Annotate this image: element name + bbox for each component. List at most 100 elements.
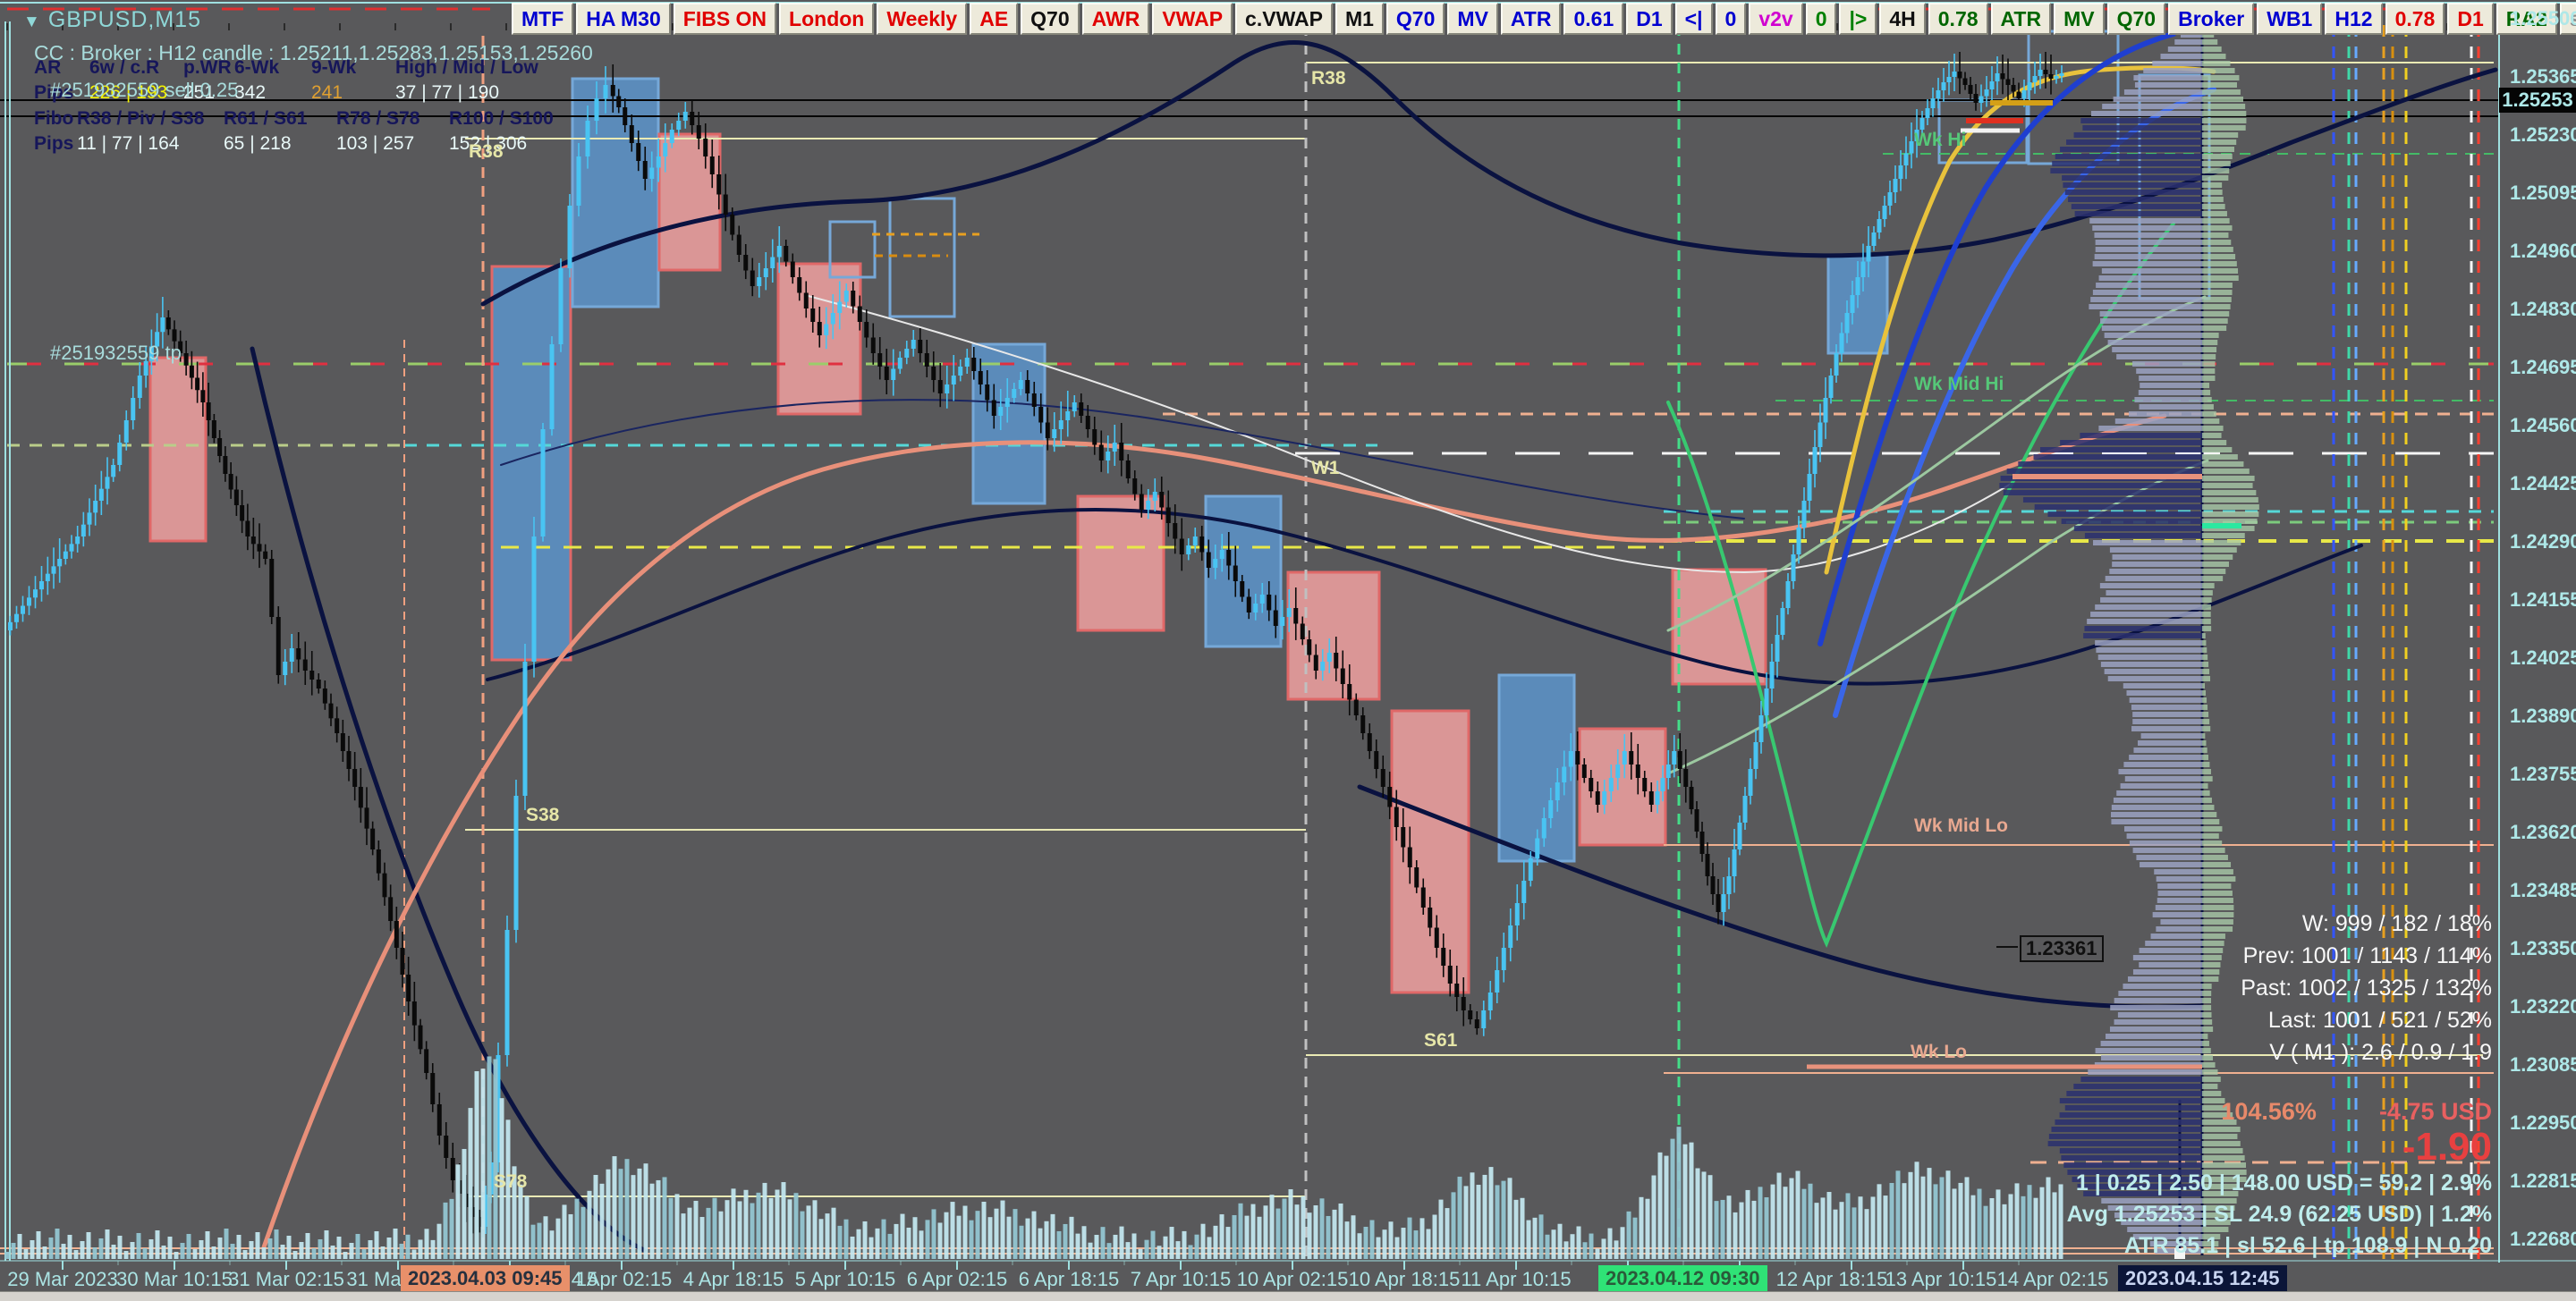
- toolbar-button-mv[interactable]: MV: [2054, 3, 2105, 35]
- toolbar-button-d1[interactable]: D1: [2447, 3, 2494, 35]
- volume-bar: [543, 1216, 548, 1259]
- volume-bar: [136, 1233, 141, 1259]
- toolbar-button-ae[interactable]: AE: [970, 3, 1019, 35]
- toolbar-button-wb1[interactable]: WB1: [2257, 3, 2323, 35]
- volume-bar: [61, 1244, 66, 1259]
- toolbar-button-atr[interactable]: ATR: [1500, 3, 1562, 35]
- candle-body: [1186, 545, 1191, 554]
- profile-bar-right: [2202, 1105, 2229, 1111]
- candle-body: [1340, 668, 1345, 684]
- symbol-title[interactable]: ▼ GBPUSD,M15: [23, 7, 201, 33]
- volume-bar: [856, 1229, 861, 1259]
- toolbar-button-h12[interactable]: H12: [2325, 3, 2383, 35]
- profile-bar-right: [2202, 125, 2246, 131]
- profile-bar-left: [2129, 411, 2202, 417]
- profile-bar-right: [2202, 991, 2212, 996]
- profile-bar-right: [2202, 1119, 2237, 1125]
- price-level-tag[interactable]: 1.23361: [2020, 935, 2104, 962]
- toolbar-button-awr[interactable]: AWR: [1081, 3, 1150, 35]
- volume-bar: [1614, 1240, 1619, 1259]
- profile-bar-left: [2084, 533, 2202, 538]
- toolbar-button-london[interactable]: London: [779, 3, 875, 35]
- profile-bar-right: [2202, 962, 2221, 967]
- profile-bar-left: [2134, 397, 2202, 402]
- toolbar-button-4h[interactable]: 4H: [1879, 3, 1926, 35]
- toolbar-button-atr[interactable]: ATR: [1990, 3, 2052, 35]
- toolbar-button-0-78[interactable]: 0.78: [1928, 3, 1988, 35]
- toolbar-button-0-78[interactable]: 0.78: [2385, 3, 2445, 35]
- candle-body: [87, 512, 92, 525]
- candle-body: [1665, 765, 1671, 778]
- profile-bar-right: [2202, 955, 2222, 960]
- toolbar-button-ha-m30[interactable]: HA M30: [576, 3, 671, 35]
- toolbar-button-weekly[interactable]: Weekly: [877, 3, 968, 35]
- candle-body: [27, 597, 31, 606]
- candle-body: [1595, 791, 1600, 805]
- volume-bar: [261, 1247, 267, 1259]
- panel-cell: Fibo: [34, 108, 74, 129]
- volume-bar: [975, 1211, 980, 1259]
- candle-body: [1139, 494, 1144, 510]
- toolbar-button-0[interactable]: 0: [1805, 3, 1837, 35]
- toolbar-button-v2v[interactable]: v2v: [1749, 3, 1803, 35]
- toolbar-button-broker[interactable]: Broker: [2168, 3, 2255, 35]
- chevron-down-icon[interactable]: ▼: [23, 13, 41, 31]
- candle-body: [2038, 70, 2043, 76]
- toolbar-button--[interactable]: <|: [1674, 3, 1713, 35]
- candle-body: [1689, 787, 1694, 809]
- toolbar-button-s-fix[interactable]: s.Fix: [2559, 3, 2576, 35]
- candle-body: [14, 613, 19, 622]
- volume-bar: [2052, 1192, 2057, 1259]
- volume-bar: [1313, 1205, 1318, 1259]
- toolbar-button-mv[interactable]: MV: [1447, 3, 1498, 35]
- volume-bar: [1225, 1227, 1231, 1259]
- candle-body: [2011, 85, 2016, 92]
- profile-bar-right: [2202, 798, 2212, 803]
- toolbar-button-c-vwap[interactable]: c.VWAP: [1235, 3, 1333, 35]
- profile-bar-right: [2202, 247, 2233, 252]
- toolbar-button-m1[interactable]: M1: [1335, 3, 1384, 35]
- profile-bar-left: [2132, 955, 2202, 960]
- profile-bar-right: [2202, 1234, 2221, 1239]
- profile-bar-right: [2202, 819, 2220, 824]
- profile-bar-left: [2160, 919, 2202, 925]
- volume-bar: [1344, 1221, 1350, 1259]
- candle-body: [245, 520, 250, 536]
- toolbar-button-fibs-on[interactable]: FIBS ON: [673, 3, 777, 35]
- toolbar-button-d1[interactable]: D1: [1626, 3, 1673, 35]
- volume-bar: [1194, 1234, 1199, 1259]
- toolbar-button--[interactable]: |>: [1839, 3, 1877, 35]
- toolbar-button-ra2[interactable]: RA2: [2496, 3, 2557, 35]
- toolbar-button-0-61[interactable]: 0.61: [1563, 3, 1624, 35]
- candle-body: [1919, 118, 1925, 130]
- candle-body: [1694, 809, 1699, 832]
- toolbar-button-vwap[interactable]: VWAP: [1152, 3, 1233, 35]
- candle-body: [370, 828, 376, 849]
- chart-label: Wk Lo: [1911, 1042, 1967, 1062]
- candle-body: [1259, 595, 1265, 604]
- toolbar-button-q70[interactable]: Q70: [2106, 3, 2166, 35]
- time-tick-label: 6 Apr 18:15: [1018, 1268, 1120, 1290]
- profile-bar-right: [2202, 934, 2225, 939]
- candle-body: [1240, 581, 1245, 597]
- volume-bar: [17, 1234, 22, 1259]
- volume-bar: [950, 1202, 955, 1259]
- candle-body: [309, 671, 315, 680]
- candle-body: [1581, 765, 1587, 778]
- profile-bar-left: [2006, 469, 2202, 474]
- drag-handle[interactable]: [2174, 1248, 2185, 1259]
- volume-bar: [1376, 1237, 1381, 1259]
- profile-bar-left: [2133, 75, 2202, 80]
- indicator-curve: [500, 399, 1745, 520]
- volume-bar: [1945, 1170, 1951, 1259]
- volume-bar: [98, 1238, 104, 1259]
- zone-box: [971, 342, 1046, 505]
- toolbar-button-mtf[interactable]: MTF: [512, 3, 574, 35]
- toolbar-button-q70[interactable]: Q70: [1021, 3, 1080, 35]
- volume-bar: [292, 1251, 298, 1259]
- volume-bar: [405, 1234, 411, 1259]
- toolbar-button-q70[interactable]: Q70: [1385, 3, 1445, 35]
- candle-body: [1273, 610, 1278, 626]
- toolbar-button-0[interactable]: 0: [1715, 3, 1747, 35]
